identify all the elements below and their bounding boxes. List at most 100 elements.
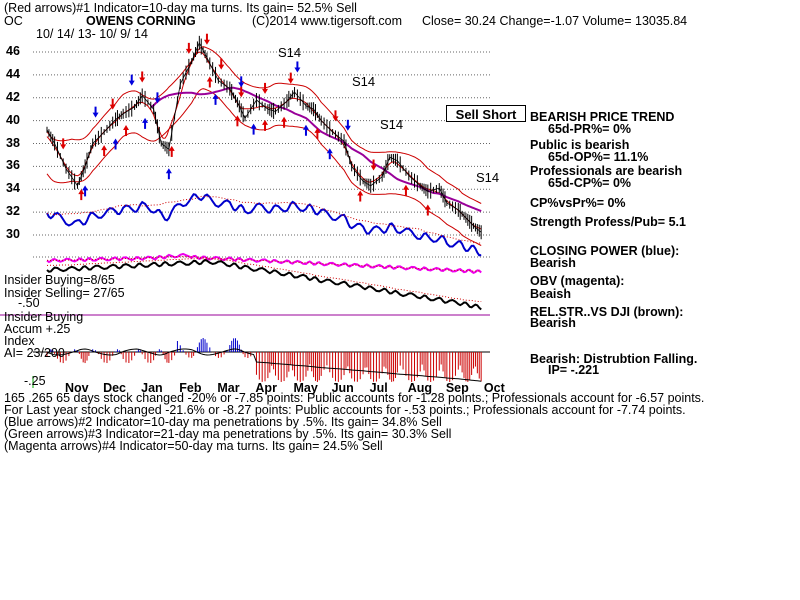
right-panel-line: Professionals are bearish <box>530 164 683 178</box>
footer-indicator-3: (Green arrows)#3 Indicator=21-day ma pen… <box>4 427 452 441</box>
insider-buying-label: Insider Buying <box>4 310 84 324</box>
red-down-arrow-icon <box>109 98 116 110</box>
red-up-arrow-icon <box>262 119 269 131</box>
blue-up-arrow-icon <box>112 138 119 150</box>
sell-short-button[interactable]: Sell Short <box>446 105 526 122</box>
y-tick-label: 44 <box>6 66 20 81</box>
right-panel-line: 65d-PR%= 0% <box>548 122 632 136</box>
blue-up-arrow-icon <box>82 185 89 197</box>
closing-power-line <box>46 193 482 257</box>
red-down-arrow-icon <box>238 86 245 98</box>
red-up-arrow-icon <box>357 190 364 202</box>
red-up-arrow-icon <box>78 189 85 201</box>
upper-band <box>46 46 482 204</box>
right-panel-line: Bearish: Distrubtion Falling. <box>530 352 698 366</box>
y-tick-label: 32 <box>6 204 20 219</box>
y-tick-label: 46 <box>6 44 20 58</box>
y-tick-label: 34 <box>6 181 20 196</box>
footer-line-65d: 165 .265 65 days stock changed -20% or -… <box>4 391 705 405</box>
date-range: 10/ 14/ 13- 10/ 9/ 14 <box>36 27 148 41</box>
red-up-arrow-icon <box>206 76 213 88</box>
closing-power-ma <box>46 195 482 244</box>
footer-indicator-4: (Magenta arrows)#4 Indicator=50-day ma t… <box>4 439 383 453</box>
right-panel-line: Public is bearish <box>530 138 630 152</box>
blue-down-arrow-icon <box>92 106 99 118</box>
red-up-arrow-icon <box>101 145 108 157</box>
signal-label: S14 <box>380 117 404 132</box>
right-panel-line: 65d-OP%= 11.1% <box>548 150 649 164</box>
insider-buying-ratio: Insider Buying=8/65 <box>4 273 115 287</box>
insider-selling: Insider Selling= 27/65 <box>4 286 125 300</box>
red-up-arrow-icon <box>314 127 321 139</box>
right-panel-line: REL.STR..VS DJI (brown): <box>530 305 684 319</box>
footer-indicator-2: (Blue arrows)#2 Indicator=10-day ma pene… <box>4 415 442 429</box>
short-ma <box>46 51 482 230</box>
x-tick-label: Jan <box>141 381 163 395</box>
right-panel-line: 65d-CP%= 0% <box>548 176 632 190</box>
right-panel-line: CLOSING POWER (blue): <box>530 244 680 258</box>
blue-up-arrow-icon <box>212 93 219 105</box>
rel-strength-ma <box>46 257 482 302</box>
accum-label: Accum +.25 <box>4 322 71 336</box>
ai-label: AI= 23/200 <box>4 346 65 360</box>
obv-ma <box>46 256 482 272</box>
blue-down-arrow-icon <box>154 92 161 104</box>
x-tick-label: Nov <box>65 381 89 395</box>
blue-down-arrow-icon <box>344 119 351 131</box>
x-tick-label: May <box>293 381 318 395</box>
red-down-arrow-icon <box>262 82 269 94</box>
blue-down-arrow-icon <box>238 76 245 88</box>
red-down-arrow-icon <box>370 159 377 171</box>
y-tick-label: 40 <box>6 112 20 127</box>
x-tick-label: Oct <box>483 381 505 395</box>
red-down-arrow-icon <box>60 138 67 150</box>
right-panel-line: Bearish <box>530 316 576 330</box>
rel-strength-line <box>46 258 482 311</box>
company-name: OWENS CORNING <box>86 14 196 28</box>
blue-up-arrow-icon <box>302 124 309 136</box>
x-tick-label: Feb <box>179 381 202 395</box>
x-tick-label: Apr <box>255 381 277 395</box>
scale-minus25: -.25 <box>24 374 46 388</box>
copyright: (C)2014 www.tigersoft.com <box>252 14 403 28</box>
red-down-arrow-icon <box>218 58 225 70</box>
obv-line <box>46 252 482 275</box>
signal-label: S14 <box>352 74 376 89</box>
right-panel-line: Bearish <box>530 256 576 270</box>
footer-line-year: For Last year stock changed -21.6% or -8… <box>4 403 686 417</box>
y-tick-label: 38 <box>6 135 20 150</box>
red-down-arrow-icon <box>332 110 339 122</box>
red-down-arrow-icon <box>203 33 210 45</box>
blue-up-arrow-icon <box>165 168 172 180</box>
red-down-arrow-icon <box>139 71 146 83</box>
blue-down-arrow-icon <box>294 61 301 73</box>
red-up-arrow-icon <box>281 116 288 128</box>
x-tick-label: Aug <box>407 381 433 395</box>
signal-label: S14 <box>476 170 500 185</box>
right-panel-line: CP%vsPr%= 0% <box>530 196 626 210</box>
y-tick-label: 42 <box>6 89 20 104</box>
blue-up-arrow-icon <box>142 117 149 129</box>
index-label: Index <box>4 334 35 348</box>
quote-line: Close= 30.24 Change=-1.07 Volume= 13035.… <box>422 14 688 28</box>
x-tick-label: Jul <box>369 381 388 395</box>
y-tick-label: 36 <box>6 158 20 173</box>
blue-down-arrow-icon <box>128 74 135 86</box>
red-down-arrow-icon <box>287 72 294 84</box>
ma50-line <box>150 86 482 213</box>
right-panel-line: OBV (magenta): <box>530 274 625 288</box>
signal-label: S14 <box>278 45 302 60</box>
accum-ma <box>46 348 482 382</box>
y-tick-label: 30 <box>6 227 20 241</box>
blue-up-arrow-icon <box>250 123 257 135</box>
scale-minus50: -.50 <box>18 296 40 310</box>
header-indicator-1: (Red arrows)#1 Indicator=10-day ma turns… <box>4 1 357 15</box>
x-tick-label: Sep <box>445 381 469 395</box>
red-up-arrow-icon <box>168 145 175 157</box>
right-panel-line: Beaish <box>530 287 571 301</box>
price-line <box>46 41 482 233</box>
red-up-arrow-icon <box>402 184 409 196</box>
x-tick-label: Dec <box>103 381 127 395</box>
red-down-arrow-icon <box>185 42 192 54</box>
